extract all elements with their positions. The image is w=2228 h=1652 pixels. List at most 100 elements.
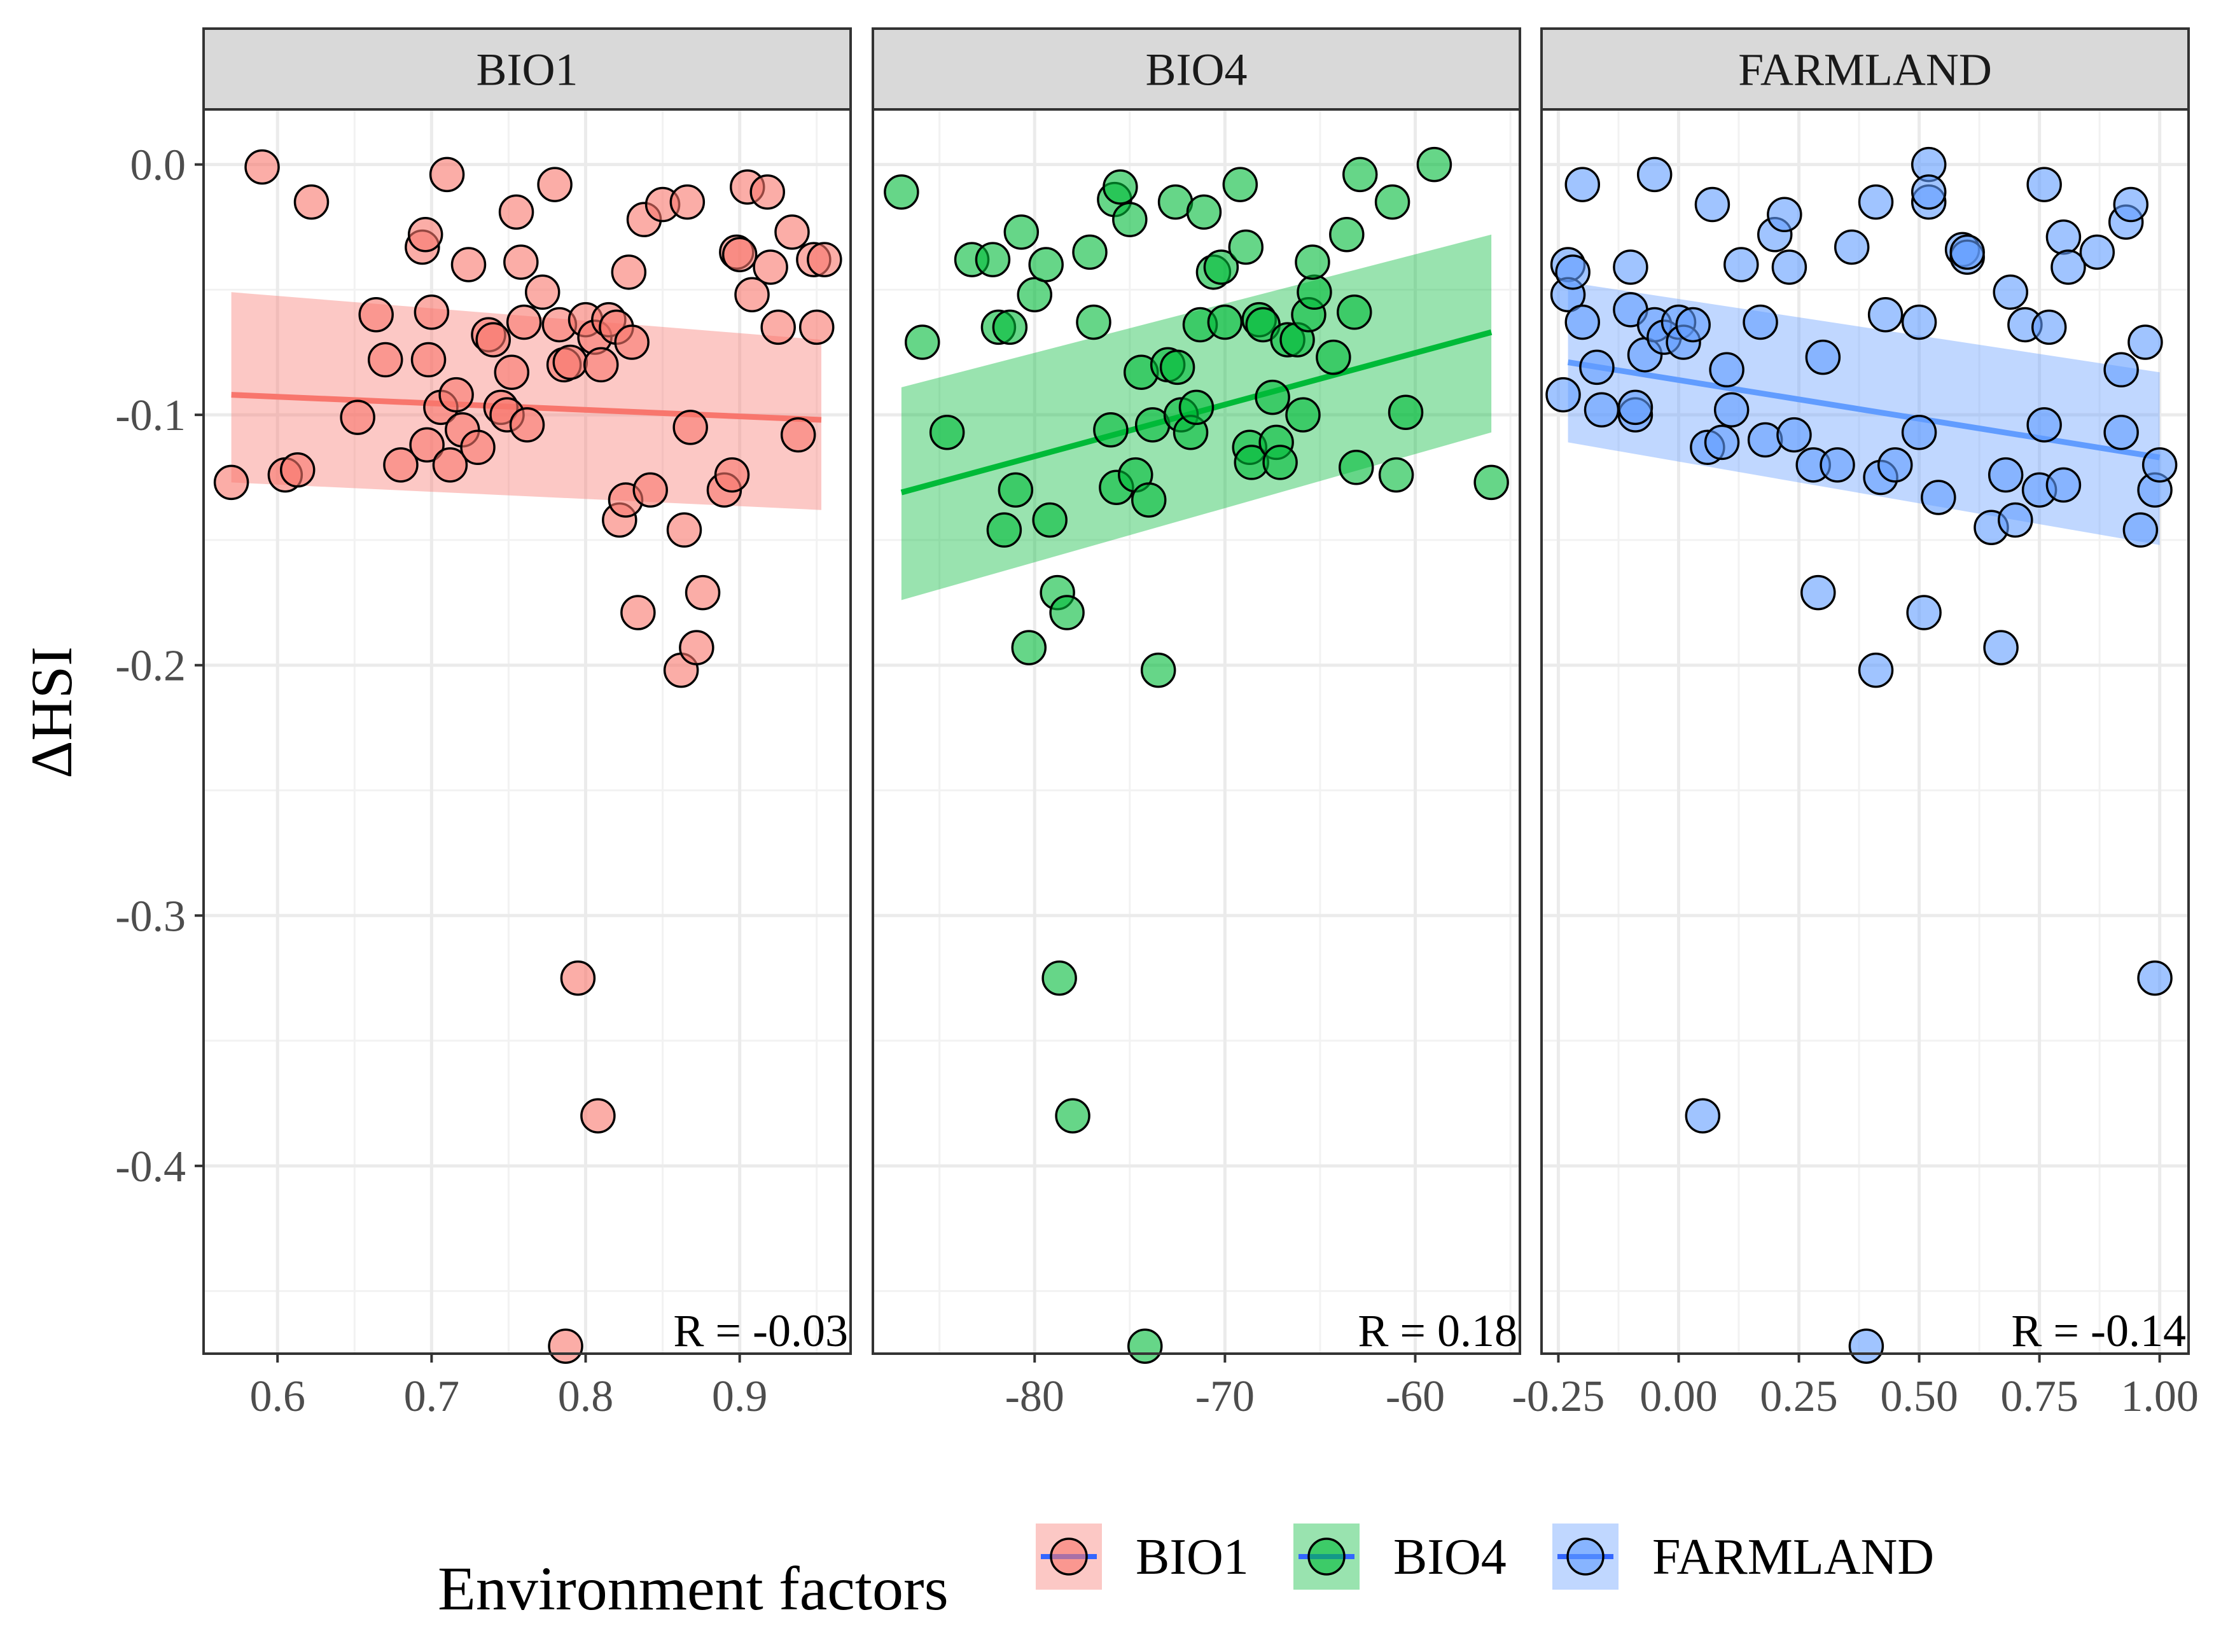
data-point xyxy=(1901,304,1937,340)
facet-strip-label: FARMLAND xyxy=(1738,45,1992,95)
data-point xyxy=(1675,307,1711,343)
legend-key-point xyxy=(1307,1537,1346,1576)
x-tick-label: 0.50 xyxy=(1880,1372,1958,1421)
y-tick-label: 0.0 xyxy=(130,141,186,190)
y-axis: 0.0 -0.1 -0.2 -0.3 -0.4 xyxy=(115,141,204,1191)
data-point xyxy=(1255,379,1290,415)
x-tick-label: -80 xyxy=(1005,1372,1064,1421)
data-point xyxy=(679,630,714,665)
legend-title: Environment factors xyxy=(438,1555,949,1623)
data-point xyxy=(1820,447,1855,483)
data-point xyxy=(1713,392,1750,428)
data-point xyxy=(1993,274,2028,310)
legend-key-farmland xyxy=(1552,1524,1619,1590)
data-point xyxy=(2026,407,2062,443)
facet-strip xyxy=(872,27,1521,111)
facet-strip xyxy=(1540,27,2190,111)
data-point xyxy=(1049,595,1085,630)
data-point xyxy=(1140,652,1176,688)
data-point xyxy=(1032,502,1068,538)
legend: Environment factors BIO1 BIO4 FARMLAND xyxy=(438,1524,1934,1623)
data-point xyxy=(611,254,647,290)
data-point xyxy=(1072,234,1108,270)
x-tick-label: 0.8 xyxy=(558,1372,614,1421)
data-point xyxy=(293,184,330,220)
data-point xyxy=(498,194,534,230)
x-tick-label: 0.9 xyxy=(712,1372,768,1421)
data-point xyxy=(407,217,443,253)
data-point xyxy=(1186,194,1222,230)
data-point xyxy=(524,274,560,310)
data-point xyxy=(509,407,545,443)
data-point xyxy=(1906,595,1942,630)
data-point xyxy=(1858,652,1894,688)
data-point xyxy=(548,1328,583,1364)
data-point xyxy=(669,184,706,220)
x-tick-label: 1.00 xyxy=(2120,1372,2199,1421)
data-point xyxy=(2103,414,2139,450)
x-tick-label: 0.00 xyxy=(1640,1372,1718,1421)
data-point xyxy=(583,347,619,383)
data-point xyxy=(438,377,474,413)
data-point xyxy=(1416,146,1452,183)
data-point xyxy=(537,167,573,202)
correlation-label: R = -0.14 xyxy=(2011,1305,2186,1356)
data-point xyxy=(1867,296,1904,333)
legend-key-bio4 xyxy=(1293,1524,1360,1590)
legend-key-point xyxy=(1050,1537,1088,1576)
data-point xyxy=(1316,339,1351,375)
data-point xyxy=(1998,502,2033,538)
data-point xyxy=(1388,394,1424,430)
data-point xyxy=(1028,247,1064,282)
x-tick-label: 0.7 xyxy=(404,1372,460,1421)
data-point xyxy=(1704,424,1740,461)
data-point xyxy=(2045,467,2082,503)
data-point xyxy=(1017,277,1052,312)
legend-label: FARMLAND xyxy=(1652,1529,1934,1585)
data-point xyxy=(992,309,1028,345)
data-point xyxy=(1988,457,2024,493)
data-point xyxy=(1911,174,1947,210)
data-point xyxy=(1545,377,1581,413)
x-tick-label: 0.25 xyxy=(1760,1372,1838,1421)
facet-panel-bio1: BIO1 R = -0.03 0.6 0.7 0.8 0.9 xyxy=(202,27,852,1421)
data-point xyxy=(450,247,487,282)
data-point xyxy=(1222,167,1258,202)
legend-label: BIO4 xyxy=(1393,1529,1507,1585)
data-point xyxy=(1858,184,1894,220)
data-point xyxy=(279,452,316,488)
data-point xyxy=(1295,244,1330,280)
data-point xyxy=(2122,512,2159,548)
data-point xyxy=(1723,247,1759,282)
data-point xyxy=(1127,1328,1163,1364)
legend-label: BIO1 xyxy=(1136,1529,1249,1585)
data-point xyxy=(1709,352,1744,388)
data-point xyxy=(1203,249,1239,285)
data-point xyxy=(1473,464,1509,501)
data-point xyxy=(2137,960,2173,996)
facet-panel-bio4: BIO4 R = 0.18 -80 -70 -60 xyxy=(872,27,1521,1421)
y-tick-label: -0.3 xyxy=(115,892,186,941)
data-point xyxy=(494,354,530,390)
data-point xyxy=(2031,309,2067,345)
data-point xyxy=(1579,349,1615,385)
legend-key-bio1 xyxy=(1036,1524,1102,1590)
regression-line xyxy=(1567,359,2161,461)
data-point xyxy=(2113,186,2149,223)
data-point xyxy=(1694,186,1730,223)
data-point xyxy=(1285,397,1321,433)
data-point xyxy=(975,242,1011,277)
data-point xyxy=(1805,339,1841,375)
data-point xyxy=(1743,304,1778,340)
data-point xyxy=(632,472,668,508)
data-point xyxy=(1921,480,1956,515)
data-point xyxy=(1617,389,1654,426)
data-point xyxy=(475,322,511,357)
data-point xyxy=(409,427,445,463)
data-point xyxy=(1747,422,1783,458)
data-point xyxy=(367,342,403,378)
data-point xyxy=(2079,234,2115,270)
data-point xyxy=(358,296,394,333)
data-point xyxy=(734,277,770,312)
y-tick-label: -0.4 xyxy=(115,1142,186,1191)
